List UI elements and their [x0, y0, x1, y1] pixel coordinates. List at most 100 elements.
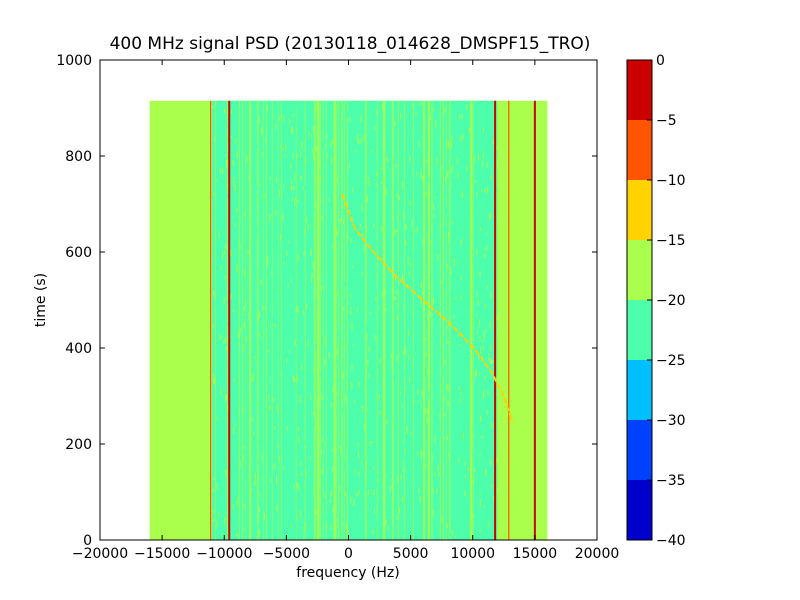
texture-speckle: [478, 319, 480, 325]
texture-speckle: [456, 457, 458, 465]
texture-speckle: [219, 167, 221, 174]
texture-speckle: [365, 325, 367, 333]
texture-speckle: [479, 271, 481, 277]
texture-speckle: [444, 359, 446, 363]
texture-speckle: [295, 197, 297, 200]
texture-speckle: [235, 423, 237, 426]
texture-speckle: [309, 176, 311, 180]
texture-speckle: [294, 432, 296, 439]
texture-speckle: [323, 157, 325, 162]
texture-column: [238, 100, 240, 540]
texture-speckle: [491, 511, 493, 517]
texture-speckle: [377, 306, 379, 309]
texture-speckle: [296, 516, 298, 522]
texture-speckle: [361, 461, 363, 465]
texture-speckle: [279, 190, 280, 197]
texture-speckle: [263, 102, 265, 105]
texture-speckle: [214, 377, 215, 385]
texture-speckle: [272, 397, 274, 403]
texture-speckle: [302, 186, 304, 189]
texture-speckle: [277, 408, 279, 413]
texture-column: [277, 100, 279, 540]
texture-speckle: [413, 311, 414, 316]
texture-column: [364, 100, 367, 540]
texture-speckle: [276, 404, 278, 410]
texture-speckle: [460, 136, 462, 143]
texture-speckle: [497, 436, 498, 440]
texture-speckle: [350, 310, 352, 315]
texture-speckle: [479, 372, 480, 376]
texture-speckle: [292, 113, 294, 117]
texture-speckle: [484, 416, 486, 423]
texture-speckle: [336, 151, 338, 157]
texture-speckle: [405, 437, 407, 443]
texture-speckle: [397, 476, 399, 483]
texture-speckle: [297, 277, 299, 280]
texture-speckle: [243, 528, 245, 531]
texture-speckle: [225, 469, 227, 477]
texture-speckle: [491, 423, 492, 428]
texture-speckle: [486, 285, 488, 289]
texture-speckle: [268, 143, 270, 149]
texture-speckle: [276, 476, 277, 484]
texture-speckle: [476, 485, 478, 493]
texture-speckle: [457, 215, 458, 222]
texture-speckle: [363, 510, 365, 514]
texture-speckle: [226, 346, 228, 352]
texture-speckle: [409, 156, 411, 163]
texture-speckle: [361, 204, 363, 211]
texture-speckle: [379, 323, 381, 331]
texture-speckle: [266, 267, 268, 274]
texture-speckle: [256, 510, 258, 518]
texture-speckle: [308, 206, 310, 212]
texture-speckle: [496, 526, 498, 532]
texture-speckle: [487, 202, 489, 209]
texture-speckle: [497, 333, 498, 336]
texture-speckle: [418, 400, 420, 403]
texture-speckle: [455, 535, 457, 538]
texture-speckle: [418, 488, 420, 493]
texture-speckle: [408, 355, 410, 361]
texture-speckle: [258, 494, 260, 498]
texture-speckle: [278, 455, 280, 463]
texture-speckle: [433, 148, 435, 154]
texture-speckle: [280, 444, 282, 447]
texture-speckle: [304, 157, 306, 164]
texture-speckle: [337, 235, 339, 242]
colorbar: 0 −5 −10 −15 −20 −25 −30 −35 −40: [626, 53, 686, 549]
texture-speckle: [474, 156, 475, 162]
texture-speckle: [300, 159, 302, 162]
texture-speckle: [356, 420, 358, 424]
texture-speckle: [398, 274, 400, 281]
texture-speckle: [485, 469, 487, 472]
texture-speckle: [230, 135, 232, 139]
texture-speckle: [257, 525, 259, 530]
texture-speckle: [351, 381, 353, 389]
texture-speckle: [468, 359, 470, 364]
texture-speckle: [277, 350, 279, 356]
texture-speckle: [468, 386, 470, 392]
heatmap-area: [149, 100, 548, 540]
texture-speckle: [263, 349, 265, 356]
texture-speckle: [331, 157, 333, 164]
texture-speckle: [416, 429, 417, 437]
texture-speckle: [298, 436, 300, 443]
texture-speckle: [469, 154, 471, 161]
texture-speckle: [247, 141, 249, 147]
texture-speckle: [288, 478, 290, 484]
texture-speckle: [227, 235, 229, 243]
texture-speckle: [354, 208, 356, 213]
texture-speckle: [361, 240, 363, 243]
texture-speckle: [458, 124, 460, 128]
texture-speckle: [324, 358, 326, 365]
texture-speckle: [444, 108, 446, 113]
texture-speckle: [455, 297, 457, 300]
texture-speckle: [439, 221, 441, 229]
texture-speckle: [350, 497, 352, 504]
texture-speckle: [461, 276, 462, 280]
texture-speckle: [351, 322, 353, 330]
texture-speckle: [289, 280, 291, 284]
texture-speckle: [257, 511, 259, 518]
texture-speckle: [443, 436, 445, 440]
texture-speckle: [299, 369, 301, 374]
